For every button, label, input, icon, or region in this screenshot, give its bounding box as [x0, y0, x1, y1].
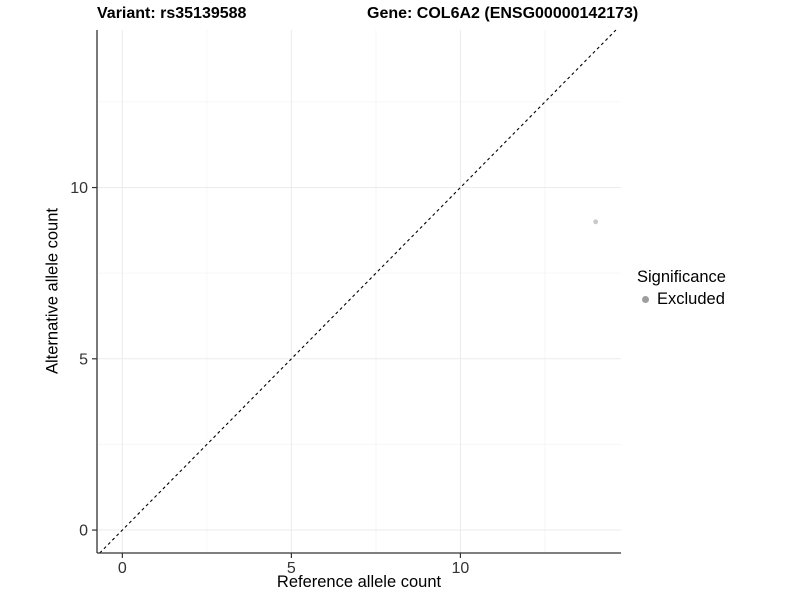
variant-title: Variant: rs35139588 [97, 5, 247, 22]
legend-title: Significance [637, 268, 726, 286]
y-axis-title: Alternative allele count [43, 208, 62, 375]
excluded-point-icon [637, 291, 653, 307]
legend-item-label: Excluded [657, 289, 725, 308]
gray-dot-icon [641, 295, 649, 303]
x-tick-label: 0 [118, 560, 127, 577]
identity-line [99, 29, 617, 554]
y-tick-label: 5 [79, 351, 88, 368]
y-tick-label: 0 [79, 523, 88, 540]
gene-title: Gene: COL6A2 (ENSG00000142173) [367, 5, 639, 22]
legend: Significance Excluded [637, 267, 726, 310]
x-tick-label: 10 [452, 560, 470, 577]
y-tick-label: 10 [70, 180, 88, 197]
x-tick-label: 5 [287, 560, 296, 577]
legend-item-excluded: Excluded [637, 288, 726, 310]
x-axis-title: Reference allele count [276, 573, 442, 591]
data-point-excluded [593, 219, 599, 225]
